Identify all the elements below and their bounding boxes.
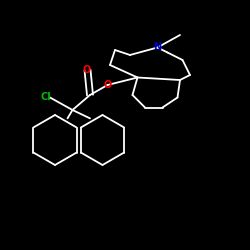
Text: N: N (154, 42, 162, 52)
Text: O: O (82, 65, 90, 75)
Text: Cl: Cl (41, 92, 52, 102)
Text: O: O (104, 80, 112, 90)
